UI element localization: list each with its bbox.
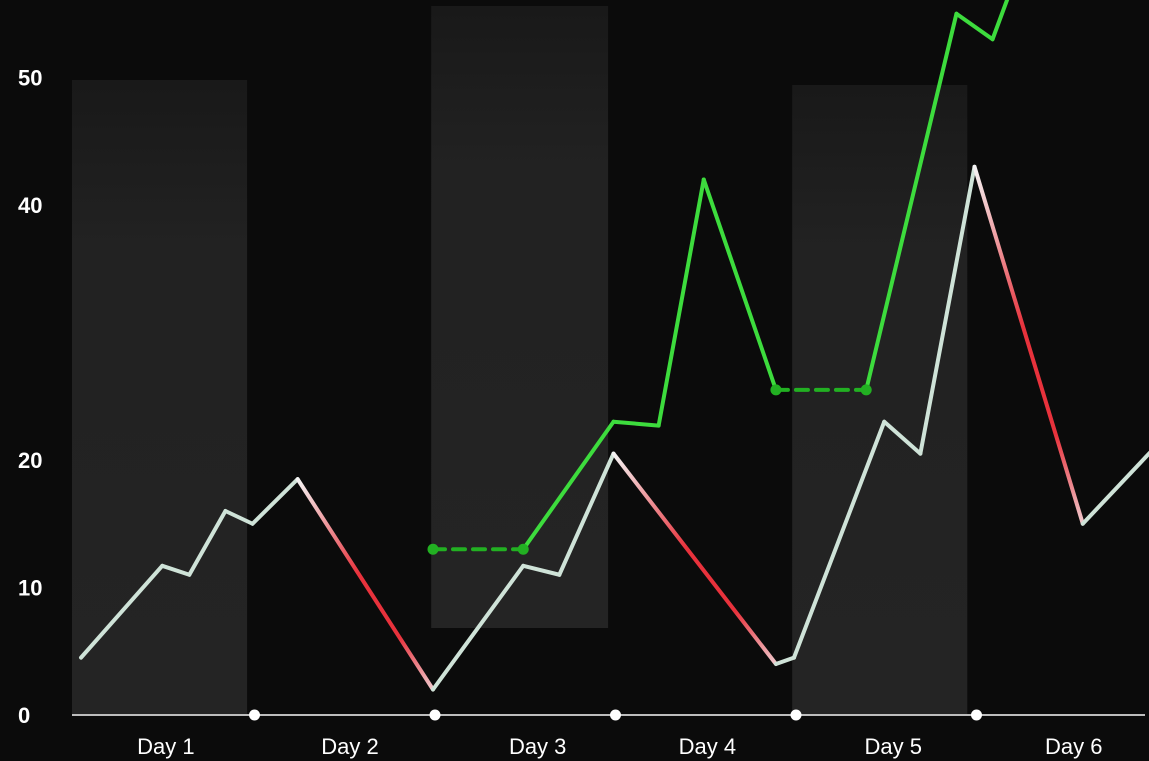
lower-series-segment (295, 477, 435, 692)
lower-series-segment (611, 451, 778, 666)
upper-series-point (427, 543, 439, 555)
upper-series-point (770, 384, 782, 396)
axis-marker (429, 709, 441, 721)
axis-marker (790, 709, 802, 721)
upper-series-segment (864, 11, 959, 392)
x-tick-label: Day 5 (865, 734, 922, 759)
y-tick-label: 40 (18, 193, 42, 218)
lower-series-segment (882, 419, 923, 456)
upper-series-point (517, 543, 529, 555)
series-lines (79, 0, 1149, 692)
upper-series-segment (954, 11, 995, 42)
y-tick-label: 50 (18, 66, 42, 91)
lower-series-segment (223, 509, 255, 526)
upper-series-segment (656, 177, 706, 428)
lower-series-segment (918, 164, 977, 456)
axis-marker (971, 709, 982, 721)
lower-series-segment (160, 563, 192, 577)
lower-series-segment (773, 655, 796, 666)
y-tick-label: 20 (18, 448, 42, 473)
upper-series-segment (990, 0, 1010, 42)
x-tick-label: Day 2 (321, 734, 378, 759)
markers (249, 384, 982, 721)
axis-marker (249, 709, 260, 721)
y-tick-label: 10 (18, 576, 42, 601)
lower-series-segment (557, 451, 616, 577)
x-tick-label: Day 3 (509, 734, 566, 759)
upper-series-segment (611, 419, 661, 428)
y-axis-tick-labels: 01020405060 (18, 66, 42, 729)
x-axis-tick-labels: Day 1 Day 2 Day 3 Day 4 Day 5 Day 6 (137, 734, 1102, 759)
axis-marker (610, 709, 621, 721)
day-bands (72, 6, 968, 715)
lower-series-segment (431, 563, 526, 692)
lower-series-segment (521, 563, 562, 577)
lower-series-segment (79, 563, 165, 660)
upper-series-segment (701, 177, 778, 392)
lower-series-segment (250, 477, 300, 526)
lower-series-segment (1080, 450, 1149, 526)
upper-series-segment (521, 419, 616, 552)
x-tick-label: Day 6 (1045, 734, 1102, 759)
day-band-3 (792, 85, 968, 715)
upper-series-point (860, 384, 872, 396)
day-band-1 (72, 80, 248, 715)
y-tick-label: 0 (18, 703, 30, 728)
lower-series-segment (187, 509, 228, 577)
lower-series-segment (972, 164, 1085, 526)
lower-series-segment (792, 419, 887, 660)
day-band-2 (431, 6, 609, 628)
x-tick-label: Day 4 (679, 734, 736, 759)
x-tick-label: Day 1 (137, 734, 194, 759)
